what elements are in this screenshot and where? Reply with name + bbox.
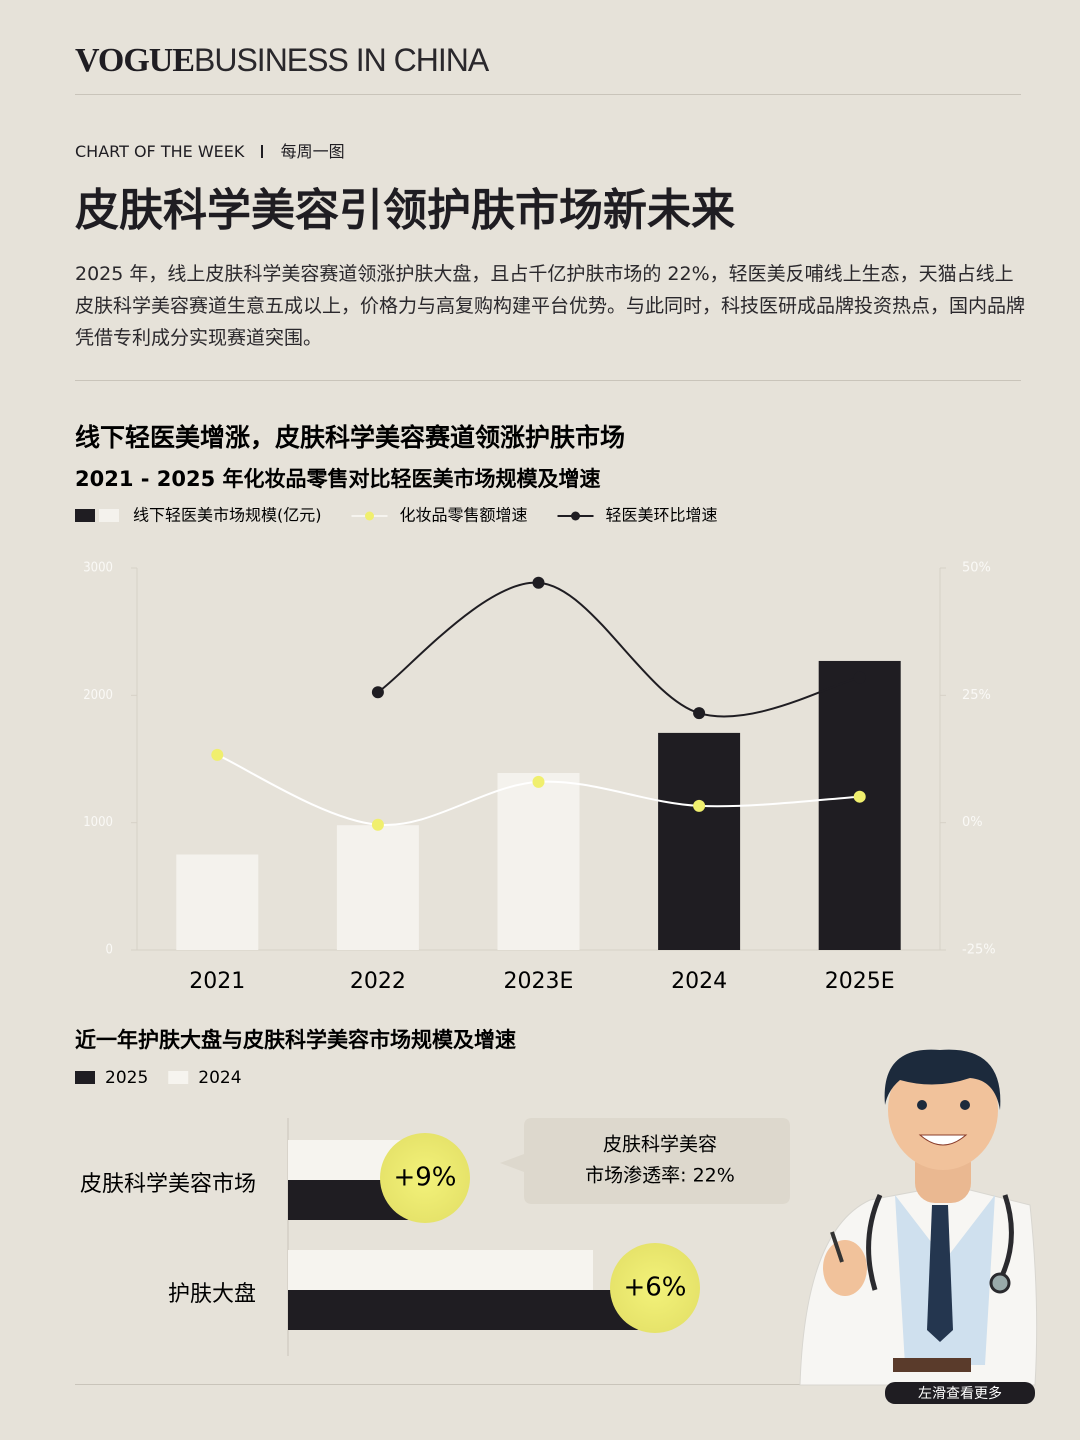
line-point [532,775,545,788]
x-tick-label: 2024 [671,969,727,994]
divider [75,1384,1021,1385]
line-point [853,790,866,803]
bar [658,732,741,950]
legend-label: 化妆品零售额增速 [400,506,528,525]
line-point [211,748,224,761]
y-tick-label: 2000 [83,688,113,703]
x-tick-label: 2021 [189,969,245,994]
x-tick-label: 2023E [504,969,574,994]
divider [75,94,1021,95]
line-point [371,818,384,831]
legend-swatch [75,1071,95,1084]
line-point [532,576,545,589]
kicker: CHART OF THE WEEK [75,142,245,161]
growth-badge [610,1243,700,1333]
legend-dot [365,511,374,521]
growth-label: +6% [623,1273,686,1303]
line-point [853,671,866,684]
y-tick-label: 皮肤科学美容市场 [80,1172,256,1197]
legend-swatch [168,1071,189,1084]
growth-label: +9% [393,1163,456,1193]
bar [818,660,901,950]
y2-tick-label: 25% [962,688,991,703]
callout-text: 皮肤科学美容 [603,1134,717,1156]
bar [336,825,419,950]
y2-tick-label: 50% [962,561,991,576]
legend-swatch [99,509,119,522]
legend-dot [571,511,581,521]
legend-swatch [75,509,95,522]
swipe-button-label[interactable]: 左滑查看更多 [918,1385,1002,1402]
intro: 2025 年，线上皮肤科学美容赛道领涨护肤大盘，且占千亿护肤市场的 22%，轻医… [75,263,1026,349]
legend-label: 2024 [198,1068,241,1088]
y-tick-label: 1000 [83,815,113,830]
callout-box [500,1118,790,1204]
callout-text: 市场渗透率: 22% [585,1165,735,1187]
series-line [377,581,860,718]
chart-title: 线下轻医美增涨，皮肤科学美容赛道领涨护肤市场 [75,423,625,452]
growth-badge [380,1133,470,1223]
bar [288,1250,593,1290]
line-point [693,707,706,720]
legend-label: 轻医美环比增速 [606,506,718,525]
x-tick-label: 2022 [350,969,406,994]
chart-subtitle: 2021 - 2025 年化妆品零售对比轻医美市场规模及增速 [75,467,601,491]
chart-title: 近一年护肤大盘与皮肤科学美容市场规模及增速 [75,1028,516,1052]
separator [261,145,264,158]
y2-tick-label: 0% [962,815,983,830]
bar [497,773,580,950]
brand-suffix: BUSINESS IN CHINA [194,42,489,78]
masthead: VOGUEBUSINESS IN CHINA [75,42,489,80]
y-tick-label: 0 [106,943,113,958]
bar [288,1290,655,1330]
y-tick-label: 护肤大盘 [168,1282,256,1307]
kicker-row: CHART OF THE WEEK 每周一图 [75,138,345,162]
legend-label: 线下轻医美市场规模(亿元) [133,506,322,525]
y-tick-label: 3000 [83,561,113,576]
line-point [693,799,706,812]
bar [176,854,259,950]
kicker-cn: 每周一图 [280,142,345,161]
legend-label: 2025 [105,1068,148,1088]
page-title: 皮肤科学美容引领护肤市场新未来 [75,185,735,236]
x-tick-label: 2025E [825,969,895,994]
doctor-illustration [799,1049,1038,1386]
divider [75,380,1021,381]
line-point [371,686,384,699]
swipe-button[interactable] [885,1382,1035,1404]
brand: VOGUE [75,42,195,79]
y2-tick-label: -25% [962,943,996,958]
